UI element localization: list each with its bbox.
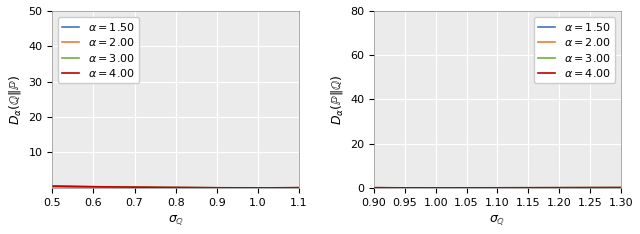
$\alpha = 4.00$ <box>254 186 262 189</box>
$\alpha = 1.50$ <box>254 186 262 189</box>
$\alpha = 4.00$ <box>49 185 56 187</box>
$\alpha = 1.50$ <box>205 186 213 189</box>
$\alpha = 2.00$ <box>520 186 528 189</box>
$\alpha = 1.50$ <box>520 186 528 189</box>
$\alpha = 1.50$ <box>370 186 378 189</box>
$\alpha = 1.50$ <box>557 186 565 189</box>
$\alpha = 3.00$ <box>385 186 393 189</box>
$\alpha = 3.00$ <box>63 185 71 188</box>
$\alpha = 3.00$ <box>520 186 528 189</box>
$\alpha = 2.00$ <box>198 186 206 189</box>
$\alpha = 1.50$ <box>261 186 269 189</box>
$\alpha = 2.00$ <box>254 186 262 189</box>
Y-axis label: $D_\alpha(\mathbb{Q}\|\mathbb{P})$: $D_\alpha(\mathbb{Q}\|\mathbb{P})$ <box>7 74 23 124</box>
$\alpha = 1.50$ <box>617 186 625 189</box>
$\alpha = 1.50$ <box>198 186 206 189</box>
$\alpha = 3.00$ <box>557 186 565 189</box>
$\alpha = 1.50$ <box>49 185 56 188</box>
$\alpha = 3.00$ <box>192 186 200 189</box>
$\alpha = 4.00$ <box>520 186 528 189</box>
$\alpha = 4.00$ <box>205 186 213 189</box>
$\alpha = 4.00$ <box>192 186 200 189</box>
$\alpha = 1.50$ <box>514 186 522 189</box>
$\alpha = 3.00$ <box>261 186 269 189</box>
$\alpha = 4.00$ <box>63 185 71 188</box>
X-axis label: $\sigma_\mathbb{Q}$: $\sigma_\mathbb{Q}$ <box>168 213 184 227</box>
$\alpha = 4.00$ <box>198 186 206 189</box>
Legend: $\alpha = 1.50$, $\alpha = 2.00$, $\alpha = 3.00$, $\alpha = 4.00$: $\alpha = 1.50$, $\alpha = 2.00$, $\alph… <box>58 17 140 83</box>
$\alpha = 4.00$ <box>261 186 269 189</box>
$\alpha = 3.00$ <box>236 186 243 189</box>
$\alpha = 4.00$ <box>236 186 243 189</box>
$\alpha = 4.00$ <box>385 186 393 189</box>
$\alpha = 2.00$ <box>583 186 591 189</box>
$\alpha = 1.50$ <box>528 186 536 189</box>
$\alpha = 4.00$ <box>583 186 591 189</box>
$\alpha = 2.00$ <box>528 186 536 189</box>
Line: $\alpha = 2.00$: $\alpha = 2.00$ <box>52 186 299 188</box>
Line: $\alpha = 3.00$: $\alpha = 3.00$ <box>52 186 299 188</box>
$\alpha = 4.00$ <box>528 186 536 189</box>
$\alpha = 2.00$ <box>385 186 393 189</box>
$\alpha = 3.00$ <box>528 186 536 189</box>
$\alpha = 2.00$ <box>295 186 303 189</box>
X-axis label: $\sigma_\mathbb{Q}$: $\sigma_\mathbb{Q}$ <box>490 213 506 227</box>
$\alpha = 1.50$ <box>295 186 303 189</box>
$\alpha = 3.00$ <box>49 185 56 188</box>
$\alpha = 4.00$ <box>514 186 522 189</box>
$\alpha = 3.00$ <box>205 186 213 189</box>
$\alpha = 2.00$ <box>261 186 269 189</box>
$\alpha = 4.00$ <box>370 186 378 189</box>
Line: $\alpha = 4.00$: $\alpha = 4.00$ <box>52 186 299 188</box>
$\alpha = 4.00$ <box>617 186 625 189</box>
$\alpha = 2.00$ <box>514 186 522 189</box>
$\alpha = 2.00$ <box>49 185 56 188</box>
$\alpha = 3.00$ <box>254 186 262 189</box>
Line: $\alpha = 1.50$: $\alpha = 1.50$ <box>52 186 299 188</box>
$\alpha = 4.00$ <box>432 186 440 189</box>
$\alpha = 1.50$ <box>192 186 200 189</box>
$\alpha = 2.00$ <box>192 186 200 189</box>
$\alpha = 2.00$ <box>370 186 378 189</box>
$\alpha = 3.00$ <box>617 186 625 189</box>
$\alpha = 2.00$ <box>557 186 565 189</box>
$\alpha = 3.00$ <box>432 186 440 189</box>
$\alpha = 3.00$ <box>514 186 522 189</box>
$\alpha = 4.00$ <box>557 186 565 189</box>
Y-axis label: $D_\alpha(\mathbb{P}\|\mathbb{Q})$: $D_\alpha(\mathbb{P}\|\mathbb{Q})$ <box>329 74 345 124</box>
$\alpha = 1.50$ <box>236 186 243 189</box>
$\alpha = 3.00$ <box>295 186 303 189</box>
$\alpha = 3.00$ <box>370 186 378 189</box>
$\alpha = 2.00$ <box>63 185 71 188</box>
$\alpha = 4.00$ <box>295 186 303 189</box>
$\alpha = 2.00$ <box>205 186 213 189</box>
$\alpha = 2.00$ <box>617 186 625 189</box>
$\alpha = 1.50$ <box>432 186 440 189</box>
$\alpha = 1.50$ <box>583 186 591 189</box>
$\alpha = 1.50$ <box>385 186 393 189</box>
$\alpha = 1.50$ <box>63 185 71 188</box>
$\alpha = 3.00$ <box>583 186 591 189</box>
Legend: $\alpha = 1.50$, $\alpha = 2.00$, $\alpha = 3.00$, $\alpha = 4.00$: $\alpha = 1.50$, $\alpha = 2.00$, $\alph… <box>534 17 615 83</box>
$\alpha = 2.00$ <box>432 186 440 189</box>
$\alpha = 3.00$ <box>198 186 206 189</box>
$\alpha = 2.00$ <box>236 186 243 189</box>
